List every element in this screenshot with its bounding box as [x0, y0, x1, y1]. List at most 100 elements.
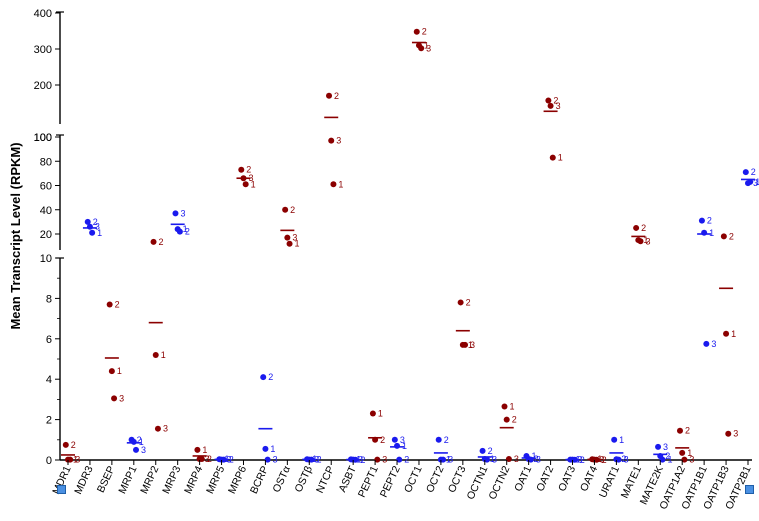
point-label: 3 [292, 233, 297, 243]
point-label: 1 [251, 179, 256, 189]
point-label: 1 [619, 435, 624, 445]
data-point [242, 181, 249, 188]
y-tick-label: 60 [40, 181, 52, 193]
point-label: 2 [93, 217, 98, 227]
data-point [483, 456, 490, 463]
category-label: BSEP [95, 464, 118, 494]
data-point [198, 455, 205, 462]
data-point [84, 218, 91, 225]
point-label: 2 [207, 454, 212, 464]
category-label: BCRP [248, 464, 271, 496]
category-label: OAT1 [512, 464, 534, 493]
point-label: 2 [246, 165, 251, 175]
point-label: 1 [446, 455, 451, 465]
y-tick-label: 100 [34, 132, 52, 144]
point-label: 2 [316, 455, 321, 465]
category-label: OCT2 [424, 464, 447, 495]
point-label: 3 [733, 429, 738, 439]
point-label: 2 [268, 372, 273, 382]
data-point [637, 238, 644, 245]
data-point [352, 456, 359, 463]
y-tick-label: 0 [46, 455, 52, 467]
y-tick-label: 4 [46, 374, 52, 386]
y-tick-label: 6 [46, 334, 52, 346]
data-point [611, 436, 618, 443]
data-point [154, 425, 161, 432]
point-label: 1 [117, 366, 122, 376]
data-point [742, 169, 749, 176]
data-point [593, 456, 600, 463]
data-point [369, 410, 376, 417]
point-label: 1 [378, 409, 383, 419]
data-point [413, 28, 420, 35]
point-label: 3 [180, 208, 185, 218]
category-label: OCT1 [402, 464, 425, 495]
category-label: OAT4 [578, 464, 600, 493]
point-label: 3 [689, 455, 694, 465]
y-tick-label: 200 [34, 80, 52, 92]
point-label: 2 [621, 454, 626, 464]
point-label: 1 [709, 228, 714, 238]
point-label: 2 [685, 426, 690, 436]
point-label: 3 [205, 454, 210, 464]
point-label: 2 [553, 95, 558, 105]
category-label: OCTN2 [487, 464, 513, 501]
y-tick-label: 40 [40, 205, 52, 217]
data-point [396, 456, 403, 463]
point-label: 1 [139, 437, 144, 447]
data-point [655, 443, 662, 450]
data-point [462, 341, 469, 348]
point-label: 2 [115, 299, 120, 309]
data-point [238, 166, 245, 173]
point-label: 1 [490, 454, 495, 464]
data-point [701, 229, 708, 236]
point-label: 3 [624, 455, 629, 465]
data-point [282, 206, 289, 213]
point-label: 2 [422, 27, 427, 37]
data-point [89, 229, 96, 236]
point-label: 1 [183, 224, 188, 234]
point-label: 1 [97, 228, 102, 238]
data-point [286, 240, 293, 247]
data-point [194, 446, 201, 453]
y-tick-label: 100 [34, 132, 52, 144]
data-point [86, 223, 93, 230]
data-point [747, 178, 754, 185]
data-point [547, 102, 554, 109]
data-point [152, 351, 159, 358]
point-label: 1 [424, 40, 429, 50]
data-point [284, 234, 291, 241]
data-point [240, 175, 247, 182]
point-label: 1 [667, 455, 672, 465]
point-label: 3 [163, 424, 168, 434]
point-label: 2 [444, 435, 449, 445]
point-label: 1 [597, 454, 602, 464]
scroll-left-button[interactable] [57, 485, 66, 494]
data-point [505, 455, 512, 462]
data-point [326, 92, 333, 99]
point-label: 2 [159, 237, 164, 247]
data-point [391, 436, 398, 443]
data-point [130, 438, 137, 445]
point-label: 1 [731, 329, 736, 339]
category-label: MRP2 [138, 464, 161, 496]
point-label: 1 [356, 454, 361, 464]
y-tick-label: 20 [40, 229, 52, 241]
category-label: MRP4 [182, 464, 205, 496]
point-label: 1 [224, 454, 229, 464]
point-label: 3 [95, 222, 100, 232]
category-label: OSTβ [292, 464, 315, 494]
y-tick-label: 80 [40, 156, 52, 168]
point-label: 2 [137, 435, 142, 445]
point-label: 1 [402, 441, 407, 451]
category-label: MRP6 [226, 464, 249, 496]
data-point [67, 456, 74, 463]
point-label: 3 [470, 340, 475, 350]
scroll-right-button[interactable] [745, 485, 754, 494]
point-label: 2 [488, 446, 493, 456]
point-label: 1 [295, 239, 300, 249]
